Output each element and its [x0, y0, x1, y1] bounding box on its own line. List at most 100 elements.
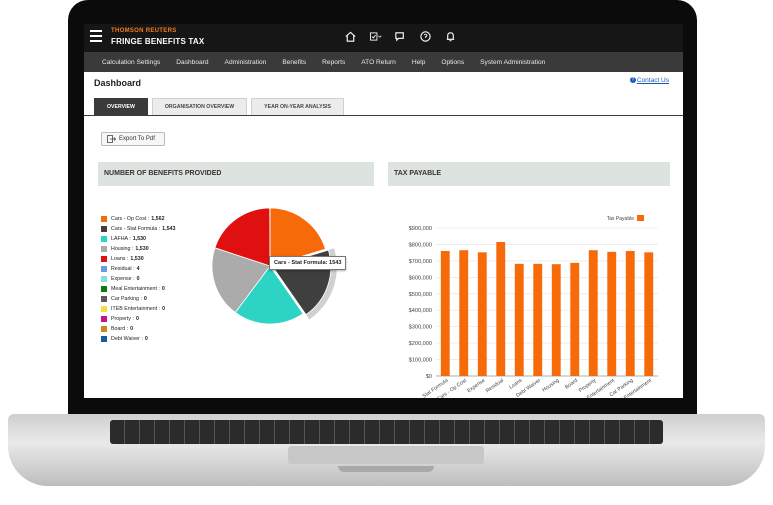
legend-swatch — [101, 216, 107, 222]
pie-tooltip: Cars - Stat Formula: 1543 — [269, 256, 347, 270]
legend-value: 0 — [130, 326, 134, 332]
bell-icon[interactable] — [444, 30, 457, 43]
top-icons — [344, 30, 457, 44]
tab-organisation-overview[interactable]: ORGANISATION OVERVIEW — [151, 98, 248, 115]
y-tick-label: $300,000 — [409, 325, 432, 331]
legend-label: LAFHA : — [111, 236, 131, 242]
tax-panel-title: TAX PAYABLE — [388, 162, 670, 186]
legend-label: Housing : — [111, 246, 134, 252]
laptop-hinge — [338, 466, 434, 472]
x-tick-label: Housing — [541, 378, 560, 394]
legend-item[interactable]: Property :0 — [101, 314, 175, 324]
legend-value: 1,530 — [132, 236, 146, 242]
legend-item[interactable]: Loans :1,530 — [101, 254, 175, 264]
legend-swatch — [101, 306, 107, 312]
legend-value: 1,562 — [151, 216, 165, 222]
legend-item[interactable]: Meal Entertainment :0 — [101, 284, 175, 294]
legend-item[interactable]: Housing :1,530 — [101, 244, 175, 254]
legend-item[interactable]: Cars - Stat Formula :1,543 — [101, 224, 175, 234]
legend-label: Expense : — [111, 276, 135, 282]
pie-slice[interactable] — [234, 265, 304, 325]
page-title: Dashboard — [94, 78, 142, 88]
bar[interactable] — [477, 252, 487, 376]
legend-label: Residual : — [111, 266, 135, 272]
nav-item-administration[interactable]: Administration — [224, 58, 267, 66]
legend-value: 1,530 — [135, 246, 149, 252]
nav-item-dashboard[interactable]: Dashboard — [176, 58, 209, 66]
laptop-trackpad — [288, 446, 484, 464]
legend-value: 0 — [161, 286, 165, 292]
bar[interactable] — [496, 241, 506, 376]
legend-swatch — [101, 226, 107, 232]
nav-item-ato-return[interactable]: ATO Return — [361, 58, 396, 66]
legend-label: Property : — [111, 316, 134, 322]
legend-item[interactable]: ITEB Entertainment :0 — [101, 304, 175, 314]
legend-item[interactable]: Board :0 — [101, 324, 175, 334]
nav-item-benefits[interactable]: Benefits — [282, 58, 307, 66]
y-tick-label: $900,000 — [409, 226, 432, 232]
legend-label: ITEB Entertainment : — [111, 306, 161, 312]
nav-item-options[interactable]: Options — [441, 58, 465, 66]
top-bar: THOMSON REUTERS FRINGE BENEFITS TAX — [84, 24, 683, 52]
legend-label: Loans : — [111, 256, 129, 262]
chat-icon[interactable] — [394, 30, 407, 43]
nav-item-system-administration[interactable]: System Administration — [480, 58, 546, 66]
legend-value: 1,543 — [162, 226, 176, 232]
bar[interactable] — [607, 251, 617, 376]
legend-item[interactable]: Expense :0 — [101, 274, 175, 284]
tab-overview[interactable]: OVERVIEW — [94, 98, 148, 115]
legend-swatch — [101, 236, 107, 242]
bar[interactable] — [644, 252, 654, 376]
legend-item[interactable]: Cars - Op Cost :1,562 — [101, 214, 175, 224]
home-icon[interactable] — [344, 30, 357, 43]
dashboard-tabs: OVERVIEW ORGANISATION OVERVIEW YEAR ON-Y… — [94, 98, 344, 115]
bar[interactable] — [459, 250, 469, 376]
legend-swatch — [101, 296, 107, 302]
y-tick-label: $200,000 — [409, 341, 432, 347]
x-tick-label: Residual — [485, 378, 505, 394]
pie-slice[interactable] — [211, 247, 271, 314]
brand-product: FRINGE BENEFITS TAX — [111, 37, 205, 46]
contact-us-link[interactable]: ? Contact Us — [629, 77, 669, 84]
help-icon[interactable] — [419, 30, 432, 43]
legend-item[interactable]: Debt Waiver :0 — [101, 334, 175, 344]
y-tick-label: $100,000 — [409, 358, 432, 364]
export-pdf-button[interactable]: Export To Pdf — [101, 132, 165, 146]
legend-item[interactable]: Car Parking :0 — [101, 294, 175, 304]
bar[interactable] — [588, 250, 598, 376]
legend-swatch — [101, 286, 107, 292]
bar-legend-swatch — [637, 215, 644, 221]
legend-swatch — [101, 326, 107, 332]
legend-swatch — [101, 246, 107, 252]
benefits-panel-title: NUMBER OF BENEFITS PROVIDED — [98, 162, 374, 186]
legend-value: 0 — [136, 276, 140, 282]
checklist-icon[interactable] — [369, 30, 382, 43]
legend-label: Debt Waiver : — [111, 336, 143, 342]
legend-item[interactable]: LAFHA :1,530 — [101, 234, 175, 244]
nav-item-reports[interactable]: Reports — [322, 58, 346, 66]
nav-item-calculation-settings[interactable]: Calculation Settings — [102, 58, 161, 66]
hamburger-menu-icon[interactable] — [90, 30, 102, 42]
legend-label: Board : — [111, 326, 129, 332]
bar[interactable] — [570, 262, 580, 376]
tax-payable-bar-chart: Tax Payable $0 $100,000 $200,000 $300,000 $40… — [409, 215, 658, 398]
bar[interactable] — [514, 263, 524, 376]
nav-item-help[interactable]: Help — [411, 58, 426, 66]
laptop-keyboard — [110, 420, 663, 444]
export-icon — [107, 135, 116, 143]
tab-year-on-year-analysis[interactable]: YEAR ON-YEAR ANALYSIS — [251, 98, 344, 115]
bar[interactable] — [625, 251, 635, 376]
app-screen: THOMSON REUTERS FRINGE BENEFITS TAX Calc… — [84, 24, 683, 398]
bar[interactable] — [551, 264, 561, 376]
legend-label: Meal Entertainment : — [111, 286, 160, 292]
bar[interactable] — [533, 263, 543, 376]
pie-slice[interactable] — [214, 207, 271, 267]
legend-item[interactable]: Residual :4 — [101, 264, 175, 274]
brand-company: THOMSON REUTERS — [111, 28, 177, 34]
contact-us-label: Contact Us — [636, 77, 669, 84]
legend-swatch — [101, 256, 107, 262]
y-tick-label: $700,000 — [409, 259, 432, 265]
pie-slice[interactable] — [269, 207, 326, 267]
bar[interactable] — [440, 251, 450, 376]
legend-value: 0 — [135, 316, 139, 322]
